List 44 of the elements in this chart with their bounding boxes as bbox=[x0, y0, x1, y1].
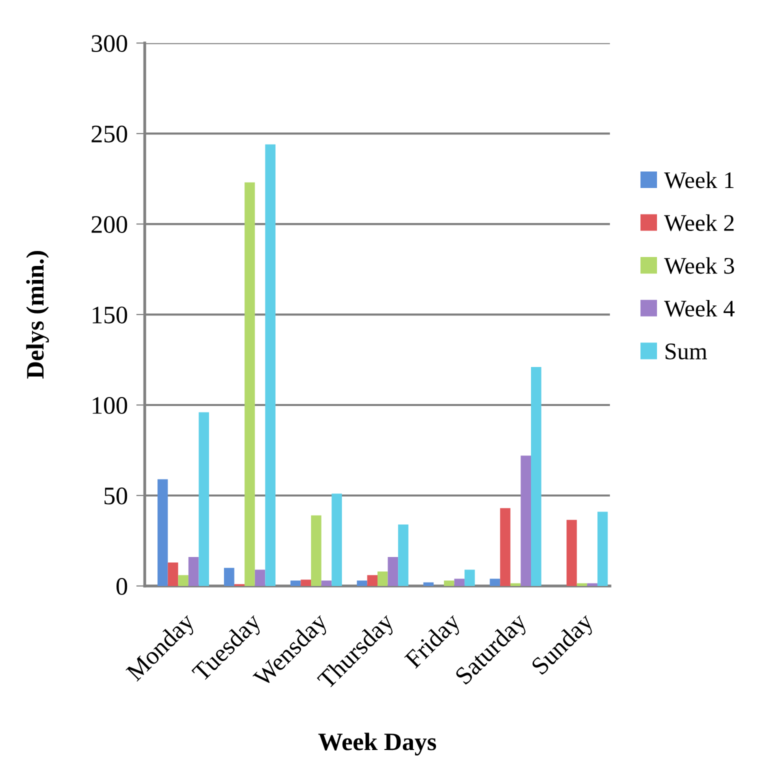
bar bbox=[356, 580, 368, 586]
bar bbox=[423, 582, 434, 586]
legend-label: Week 4 bbox=[664, 300, 735, 317]
bar bbox=[490, 578, 500, 586]
bar bbox=[321, 580, 332, 586]
y-tick-label: 250 bbox=[92, 126, 128, 142]
bar bbox=[566, 520, 577, 586]
legend-label: Week 1 bbox=[664, 172, 734, 188]
bar bbox=[587, 583, 598, 586]
bar bbox=[290, 580, 301, 586]
bar bbox=[311, 515, 322, 586]
y-tick-label: 150 bbox=[92, 306, 128, 324]
bar bbox=[367, 575, 378, 586]
bar bbox=[265, 144, 276, 586]
bar bbox=[531, 367, 542, 586]
legend-label: Week 3 bbox=[664, 257, 734, 274]
bar bbox=[168, 562, 178, 586]
bar bbox=[224, 568, 234, 586]
x-axis-title: Week Days bbox=[318, 732, 436, 756]
legend-label: Week 2 bbox=[664, 214, 734, 232]
bar bbox=[388, 557, 398, 586]
y-tick-label: 0 bbox=[116, 578, 128, 595]
y-tick-label: 100 bbox=[92, 397, 128, 414]
bar bbox=[377, 572, 388, 586]
bar bbox=[178, 575, 188, 586]
bar bbox=[464, 570, 475, 586]
bar bbox=[300, 580, 312, 586]
bar bbox=[332, 494, 342, 586]
bar bbox=[254, 570, 266, 586]
bar bbox=[198, 412, 210, 586]
bar bbox=[244, 182, 255, 586]
bar bbox=[454, 578, 465, 586]
bar bbox=[158, 479, 168, 586]
y-axis-title: Delys (min.) bbox=[26, 251, 49, 379]
y-tick-label: 50 bbox=[104, 488, 128, 504]
bar bbox=[500, 508, 510, 586]
legend-label: Sum bbox=[666, 344, 708, 360]
bar bbox=[398, 524, 408, 586]
bar bbox=[520, 456, 531, 586]
y-tick-label: 200 bbox=[92, 216, 128, 233]
bar bbox=[444, 580, 454, 586]
bar bbox=[597, 512, 608, 586]
y-tick-label: 300 bbox=[92, 35, 128, 52]
bar bbox=[188, 557, 199, 586]
